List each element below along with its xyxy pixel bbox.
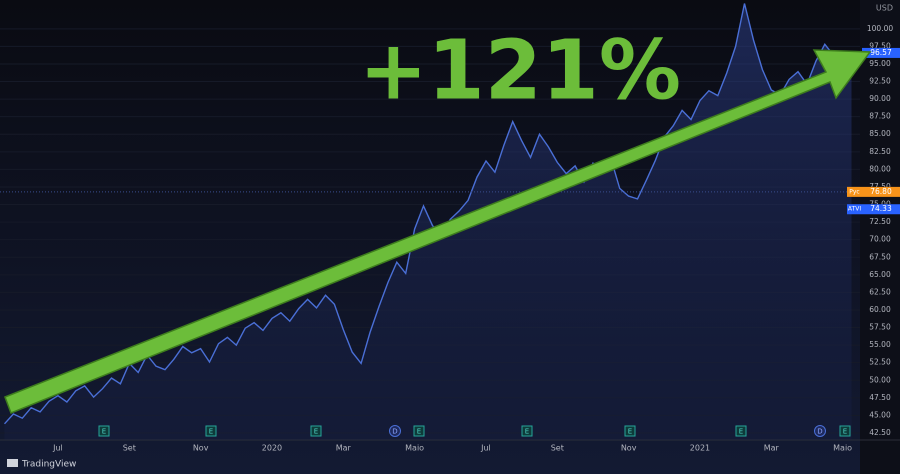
x-tick-label: Nov: [621, 444, 637, 453]
event-label: E: [102, 428, 106, 436]
event-icon: [521, 425, 533, 437]
x-tick-label: Set: [551, 444, 564, 453]
x-tick-label: Set: [123, 444, 136, 453]
brand-logo: [7, 459, 18, 467]
y-tick-label: 72.50: [869, 217, 891, 226]
y-tick-label: 50.00: [869, 375, 891, 384]
y-tick-label: 95.00: [869, 59, 891, 68]
y-tick-label: 62.50: [869, 287, 891, 296]
annotation: +121%: [359, 23, 681, 118]
y-tick-label: 100.00: [867, 24, 893, 33]
x-tick-label: 2020: [262, 444, 282, 453]
event-icon: [413, 425, 425, 437]
y-tick-label: 77.50: [869, 182, 891, 191]
brand: TradingView: [21, 460, 76, 470]
event-label: E: [843, 428, 847, 436]
y-tick-label: 90.00: [869, 94, 891, 103]
event-label: E: [525, 428, 529, 436]
event-icon: [624, 425, 636, 437]
arrow-shape: [4, 49, 872, 414]
x-tick-label: Jul: [480, 444, 491, 453]
currency: USD: [876, 4, 893, 13]
x-tick-label: Mar: [764, 444, 780, 453]
y-tick-label: 60.00: [869, 305, 891, 314]
x-tick-label: 2021: [690, 444, 710, 453]
price-tag-name-bg: [847, 204, 862, 215]
y-tick-label: 85.00: [869, 129, 891, 138]
y-tick-label: 57.50: [869, 323, 891, 332]
x-tick-label: Maio: [833, 444, 852, 453]
price-tag: [862, 186, 900, 197]
y-tick-label: 65.00: [869, 270, 891, 279]
event-icon: [839, 425, 851, 437]
price-tag-value: 96.57: [870, 48, 892, 57]
y-tick-label: 87.50: [869, 112, 891, 121]
x-tick-label: Maio: [405, 444, 424, 453]
event-icon: [389, 425, 401, 437]
price-tag-name: Рус: [849, 188, 859, 195]
y-tick-label: 70.00: [869, 235, 891, 244]
event-label: E: [314, 428, 318, 436]
event-label: E: [739, 428, 743, 436]
trend-arrow: [4, 49, 872, 414]
price-tag-name-bg: [847, 186, 862, 197]
y-tick-label: 97.50: [869, 41, 891, 50]
event-icon: [205, 425, 217, 437]
price-tag: [862, 204, 900, 215]
y-tick-label: 47.50: [869, 393, 891, 402]
y-tick-label: 42.50: [869, 428, 891, 437]
event-label: D: [817, 428, 822, 436]
price-tag-name: ATVI: [848, 206, 861, 213]
x-tick-label: Mar: [336, 444, 352, 453]
y-tick-label: 75.00: [869, 200, 891, 209]
y-tick-label: 45.00: [869, 410, 891, 419]
event-icon: [814, 425, 826, 437]
event-icon: [310, 425, 322, 437]
y-tick-label: 55.00: [869, 340, 891, 349]
price-tag: [862, 47, 900, 58]
event-label: E: [209, 428, 213, 436]
x-tick-label: Nov: [193, 444, 209, 453]
x-tick-label: Jul: [52, 444, 63, 453]
y-tick-label: 52.50: [869, 358, 891, 367]
y-tick-label: 92.50: [869, 77, 891, 86]
area: [4, 3, 852, 440]
y-tick-label: 67.50: [869, 252, 891, 261]
price-tag-value: 76.80: [870, 187, 892, 196]
event-label: E: [417, 428, 421, 436]
event-icon: [98, 425, 110, 437]
price-tag-value: 74.33: [870, 204, 892, 213]
price-axis-panel: [860, 0, 900, 474]
event-label: D: [392, 428, 397, 436]
event-icon: [735, 425, 747, 437]
y-tick-label: 82.50: [869, 147, 891, 156]
event-label: E: [628, 428, 632, 436]
y-tick-label: 80.00: [869, 164, 891, 173]
